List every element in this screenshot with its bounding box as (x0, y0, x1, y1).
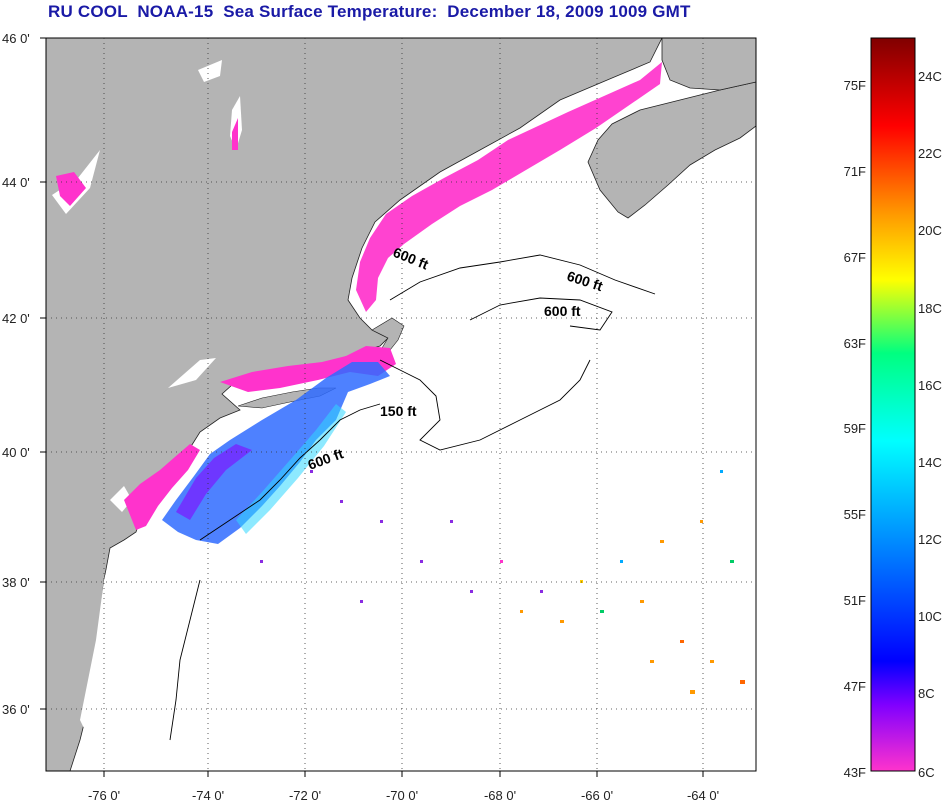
colorbar-f-label: 75F (844, 78, 866, 93)
contour-label: 150 ft (380, 403, 417, 419)
colorbar-c-label: 6C (918, 765, 935, 780)
colorbar-gradient (870, 37, 916, 772)
sst-cold-gulf-of-maine (356, 62, 662, 312)
lat-label: 46 0' (2, 31, 30, 46)
land-cape-cod (371, 317, 405, 351)
colorbar-f-label: 47F (844, 679, 866, 694)
colorbar-c-label: 14C (918, 455, 942, 470)
colorbar-c-label: 10C (918, 609, 942, 624)
sst-shelf-cyan-edge (236, 404, 346, 534)
chesapeake-bay (80, 548, 120, 745)
lon-label: -64 0' (687, 788, 719, 803)
lon-label: -66 0' (581, 788, 613, 803)
temperature-colorbar: 75F 71F 67F 63F 59F 55F 51F 47F 43F 24C … (844, 37, 942, 780)
map-panel: 600 ft 600 ft 600 ft 150 ft 600 ft 46 0'… (2, 31, 757, 803)
lon-label: -72 0' (289, 788, 321, 803)
colorbar-f-label: 43F (844, 765, 866, 780)
map-graticule (46, 38, 756, 771)
lat-label: 40 0' (2, 445, 30, 460)
lat-label: 38 0' (2, 575, 30, 590)
lat-label: 36 0' (2, 702, 30, 717)
colorbar-f-label: 51F (844, 593, 866, 608)
lat-label: 42 0' (2, 311, 30, 326)
map-frame (45, 37, 757, 772)
contour-label: 600 ft (544, 303, 581, 319)
bathymetry-contours (169, 254, 656, 741)
sst-cold-long-island-sound (220, 346, 396, 392)
colorbar-f-label: 63F (844, 336, 866, 351)
colorbar-c-label: 8C (918, 686, 935, 701)
colorbar-f-label: 55F (844, 507, 866, 522)
map-ticks (40, 37, 704, 777)
lat-label: 44 0' (2, 175, 30, 190)
colorbar-f-label: 67F (844, 250, 866, 265)
colorbar-c-label: 20C (918, 223, 942, 238)
colorbar-c-label: 12C (918, 532, 942, 547)
colorbar-c-label: 22C (918, 146, 942, 161)
sst-shelf-water (162, 362, 390, 544)
sst-cold-nj-coast (124, 444, 200, 530)
map-title: RU COOL NOAA-15 Sea Surface Temperature:… (48, 2, 691, 21)
sst-cold-lake-champlain (232, 118, 238, 150)
lon-label: -76 0' (88, 788, 120, 803)
sst-cold-lake-ontario (56, 172, 86, 206)
lon-label: -70 0' (386, 788, 418, 803)
colorbar-f-label: 71F (844, 164, 866, 179)
lake (168, 358, 216, 388)
lon-label: -74 0' (192, 788, 224, 803)
colorbar-c-label: 24C (918, 69, 942, 84)
sst-scatter-offshore (260, 470, 745, 694)
colorbar-c-label: 16C (918, 378, 942, 393)
colorbar-c-label: 18C (918, 301, 942, 316)
land-nova-scotia (587, 81, 756, 219)
colorbar-f-label: 59F (844, 421, 866, 436)
land-new-brunswick (661, 38, 756, 91)
lake (198, 60, 222, 82)
lon-label: -68 0' (484, 788, 516, 803)
sst-shelf-inner-purple (176, 444, 252, 520)
